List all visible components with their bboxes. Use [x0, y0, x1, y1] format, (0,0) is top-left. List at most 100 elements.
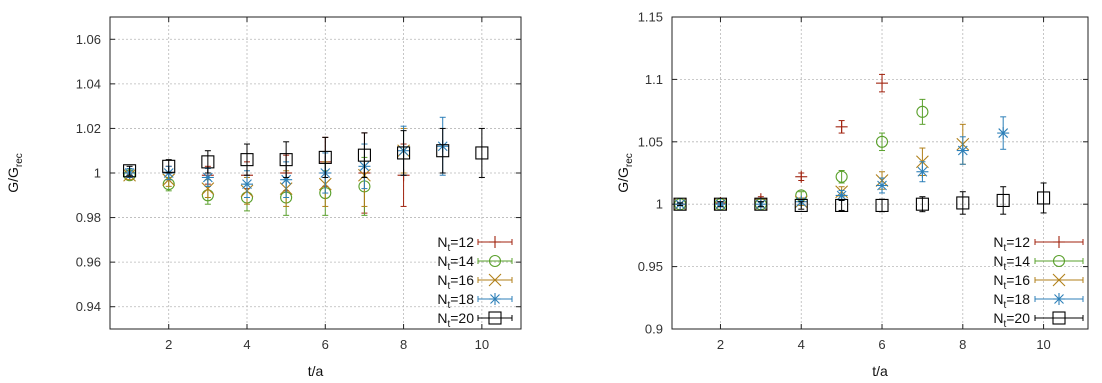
legend-marker: [488, 273, 502, 287]
legend-entry: Nt=20: [437, 310, 513, 330]
data-point: [318, 150, 332, 164]
legend-entry: Nt=14: [437, 253, 513, 273]
y-tick-label: 1.1: [645, 72, 663, 87]
legend-label-sub: t: [447, 281, 450, 292]
legend-label-sub: t: [447, 319, 450, 330]
error-bar: [959, 191, 966, 215]
legend-label-sub: t: [1003, 243, 1006, 254]
data-point: [754, 197, 768, 211]
data-point: [123, 164, 137, 178]
legend-marker: [1052, 254, 1066, 268]
x-axis-label: t/a: [308, 363, 324, 379]
data-point: [201, 155, 215, 169]
legend-label-main: N: [437, 291, 447, 307]
y-tick-label: 1.02: [76, 121, 101, 136]
error-bar: [919, 196, 926, 213]
data-point: [795, 170, 808, 183]
data-point: [835, 170, 848, 183]
legend-entry: Nt=16: [993, 272, 1084, 292]
x-tick-label: 4: [243, 337, 250, 352]
legend-label-suffix: =18: [450, 291, 474, 307]
error-bar: [1040, 182, 1047, 214]
error-bar: [757, 201, 764, 208]
y-tick-label: 1: [656, 197, 663, 212]
legend-marker: [1052, 273, 1066, 287]
x-axis-label: t/a: [872, 363, 888, 379]
legend-label: Nt=12: [993, 234, 1030, 254]
error-bar: [838, 170, 845, 184]
legend-swatch: [477, 315, 513, 321]
data-point: [915, 197, 929, 211]
legend-entry: Nt=14: [993, 253, 1084, 273]
data-point: [279, 153, 293, 167]
error-bar: [919, 98, 926, 125]
y-tick-label: 0.95: [638, 259, 663, 274]
y-tick-label: 1: [94, 166, 101, 181]
legend-label-sub: t: [447, 300, 450, 311]
error-bar: [1000, 186, 1007, 215]
data-point: [357, 148, 371, 162]
legend-swatch: [1034, 315, 1084, 321]
error-bar: [283, 141, 290, 178]
data-point: [713, 197, 728, 211]
legend-label-suffix: =18: [1006, 291, 1030, 307]
legend-label: Nt=20: [437, 310, 474, 330]
data-point: [201, 182, 215, 195]
y-tick-label: 0.96: [76, 255, 101, 270]
legend-label-suffix: =16: [1006, 272, 1030, 288]
legend-marker: [1053, 236, 1065, 248]
legend-label: Nt=18: [437, 291, 474, 311]
error-bar: [677, 202, 684, 206]
data-point: [673, 197, 687, 211]
legend-label-sub: t: [1003, 262, 1006, 273]
legend-label-suffix: =16: [450, 272, 474, 288]
legend-label: Nt=18: [993, 291, 1030, 311]
x-tick-label: 4: [798, 337, 805, 352]
error-bar: [478, 127, 485, 178]
plot-frame: [671, 16, 1089, 330]
y-tick-label: 0.98: [76, 210, 101, 225]
y-tick-label: 1.04: [76, 76, 101, 91]
left-chart: 0.94 0.96 0.98 1 1.02 1.04 1.06 2 4 6 8 10 t/a G/Grec…: [5, 16, 522, 379]
series-Nt=16: [673, 123, 970, 211]
data-point: [436, 144, 450, 158]
legend-label-main: N: [437, 253, 447, 269]
legend-label-sub: t: [447, 262, 450, 273]
legend-label-suffix: =14: [1006, 253, 1030, 269]
error-bar: [717, 201, 724, 208]
y-tick-label: 0.94: [76, 299, 101, 314]
legend-label: Nt=14: [437, 253, 474, 273]
y-tick-label: 1.05: [638, 134, 663, 149]
data-point: [1037, 191, 1051, 205]
error-bar: [439, 127, 446, 174]
legend-label-main: N: [437, 234, 447, 250]
error-bar: [204, 150, 211, 174]
legend-marker: [489, 236, 501, 248]
legend-entry: Nt=12: [437, 234, 513, 254]
legend-swatch: [1034, 258, 1084, 264]
legend-label-sub: t: [1003, 281, 1006, 292]
series-Nt=20: [123, 127, 489, 178]
legend-label-sub: t: [447, 243, 450, 254]
legend-label-suffix: =12: [1006, 234, 1030, 250]
data-point: [956, 144, 969, 157]
y-axis-label-sub: rec: [624, 153, 635, 167]
y-axis-label-sub: rec: [14, 153, 25, 167]
data-point: [996, 193, 1010, 208]
data-point: [997, 127, 1010, 140]
data-point: [876, 77, 889, 90]
data-point: [835, 120, 848, 133]
legend-label-main: N: [993, 272, 1003, 288]
x-tick-label: 6: [322, 337, 329, 352]
legend-marker: [488, 311, 502, 325]
legend-entry: Nt=18: [437, 291, 513, 311]
x-tick-label: 2: [717, 337, 724, 352]
data-point: [280, 173, 293, 186]
series-Nt=16: [123, 127, 410, 207]
y-tick-label: 1.15: [638, 10, 663, 25]
legend-entry: Nt=18: [993, 291, 1084, 311]
data-point: [876, 179, 889, 192]
legend-label: Nt=14: [993, 253, 1030, 273]
legend-label: Nt=20: [993, 310, 1030, 330]
